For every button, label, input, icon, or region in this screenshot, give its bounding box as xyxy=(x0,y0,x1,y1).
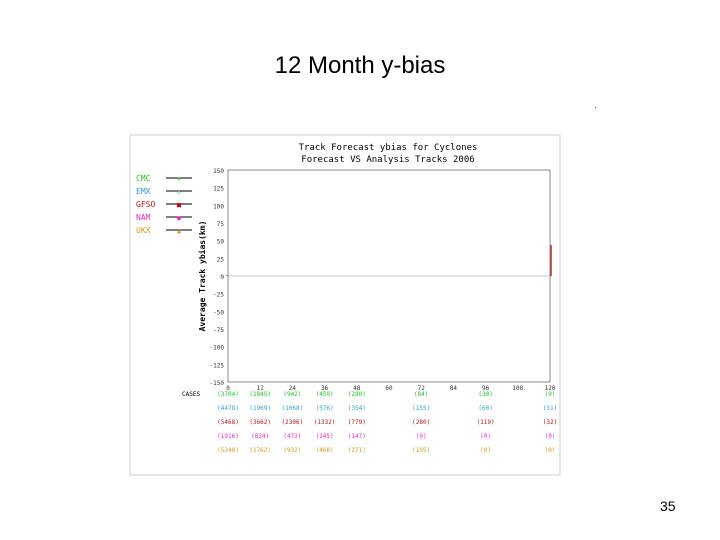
legend-marker: × xyxy=(177,175,181,183)
case-count: (5468) xyxy=(217,419,239,426)
case-count: (1845) xyxy=(249,391,271,398)
y-tick-label: 75 xyxy=(217,221,225,228)
case-count: (932) xyxy=(283,447,301,454)
x-tick-label: 36 xyxy=(321,385,329,392)
x-tick-label: 108 xyxy=(512,385,523,392)
case-count: (280) xyxy=(348,391,366,398)
y-tick-label: 125 xyxy=(213,186,224,193)
case-count: (354) xyxy=(348,405,366,412)
x-tick-label: 60 xyxy=(385,385,393,392)
case-count: (280) xyxy=(412,419,430,426)
case-count: (119) xyxy=(477,419,495,426)
y-tick-label: -50 xyxy=(213,309,224,316)
case-count: (576) xyxy=(316,405,334,412)
corner-dot: . xyxy=(594,100,597,111)
case-count: (942) xyxy=(283,391,301,398)
case-count: (5340) xyxy=(217,447,239,454)
slide-title: 12 Month y-bias xyxy=(274,52,446,79)
case-count: (105) xyxy=(412,447,430,454)
case-count: (3704) xyxy=(217,391,239,398)
case-count: (30) xyxy=(478,391,492,398)
cases-label: CASES xyxy=(182,391,200,398)
y-tick-label: -125 xyxy=(210,362,225,369)
case-count: (4478) xyxy=(217,405,239,412)
y-tick-label: 0 xyxy=(220,274,224,281)
case-count: (245) xyxy=(316,433,334,440)
legend-marker: ● xyxy=(177,214,182,222)
legend-label: GFSO xyxy=(136,200,155,209)
case-count: (824) xyxy=(251,433,269,440)
y-tick-label: -150 xyxy=(210,380,225,387)
x-tick-label: 72 xyxy=(418,385,426,392)
case-count: (473) xyxy=(283,433,301,440)
x-tick-label: 0 xyxy=(226,385,230,392)
slide-number: 35 xyxy=(660,498,676,514)
chart-title: Track Forecast ybias for Cyclones xyxy=(299,143,478,153)
y-tick-label: 100 xyxy=(213,203,224,210)
y-tick-label: 150 xyxy=(213,168,224,175)
case-count: (779) xyxy=(348,419,366,426)
case-count: (1969) xyxy=(249,405,271,412)
case-count: (31) xyxy=(543,405,557,412)
x-tick-label: 12 xyxy=(257,385,265,392)
x-tick-label: 84 xyxy=(450,385,458,392)
y-tick-label: 25 xyxy=(217,256,225,263)
case-count: (0) xyxy=(545,433,556,440)
legend-label: UKX xyxy=(136,226,151,235)
case-count: (84) xyxy=(414,391,428,398)
case-count: (0) xyxy=(480,433,491,440)
case-count: (0) xyxy=(545,447,556,454)
case-count: (32) xyxy=(543,419,557,426)
x-tick-label: 24 xyxy=(289,385,297,392)
y-axis-label: Average Track ybias(km) xyxy=(197,221,207,332)
case-count: (60) xyxy=(478,405,492,412)
case-count: (0) xyxy=(480,447,491,454)
case-count: (147) xyxy=(348,433,366,440)
legend-label: CMC xyxy=(136,174,151,183)
case-count: (0) xyxy=(416,433,427,440)
y-tick-label: -100 xyxy=(210,345,225,352)
y-tick-label: -25 xyxy=(213,292,224,299)
legend-marker: ▲ xyxy=(177,227,182,235)
x-tick-label: 48 xyxy=(353,385,361,392)
case-count: (1332) xyxy=(314,419,336,426)
y-tick-label: 50 xyxy=(217,239,225,246)
case-count: (1762) xyxy=(249,447,271,454)
case-count: (9) xyxy=(545,391,556,398)
case-count: (155) xyxy=(412,405,430,412)
case-count: (459) xyxy=(316,391,334,398)
case-count: (468) xyxy=(316,447,334,454)
legend-marker: ■ xyxy=(177,201,182,209)
chart-subtitle: Forecast VS Analysis Tracks 2006 xyxy=(301,155,474,165)
case-count: (2306) xyxy=(282,419,304,426)
case-count: (271) xyxy=(348,447,366,454)
legend-label: NAM xyxy=(136,213,151,222)
legend-label: EMX xyxy=(136,187,151,196)
case-count: (3662) xyxy=(249,419,271,426)
legend: CMC × EMX ◇ GFSO ■ NAM ● UKX ▲ xyxy=(136,174,192,235)
x-tick-label: 96 xyxy=(482,385,490,392)
case-count: (1916) xyxy=(217,433,239,440)
case-count: (1068) xyxy=(282,405,304,412)
y-tick-label: -75 xyxy=(213,327,224,334)
legend-marker: ◇ xyxy=(177,188,182,196)
cases-table: CASES (3704) (1845) (942) (459) (280) (84) (30)… xyxy=(182,391,557,454)
x-tick-label: 120 xyxy=(545,385,556,392)
